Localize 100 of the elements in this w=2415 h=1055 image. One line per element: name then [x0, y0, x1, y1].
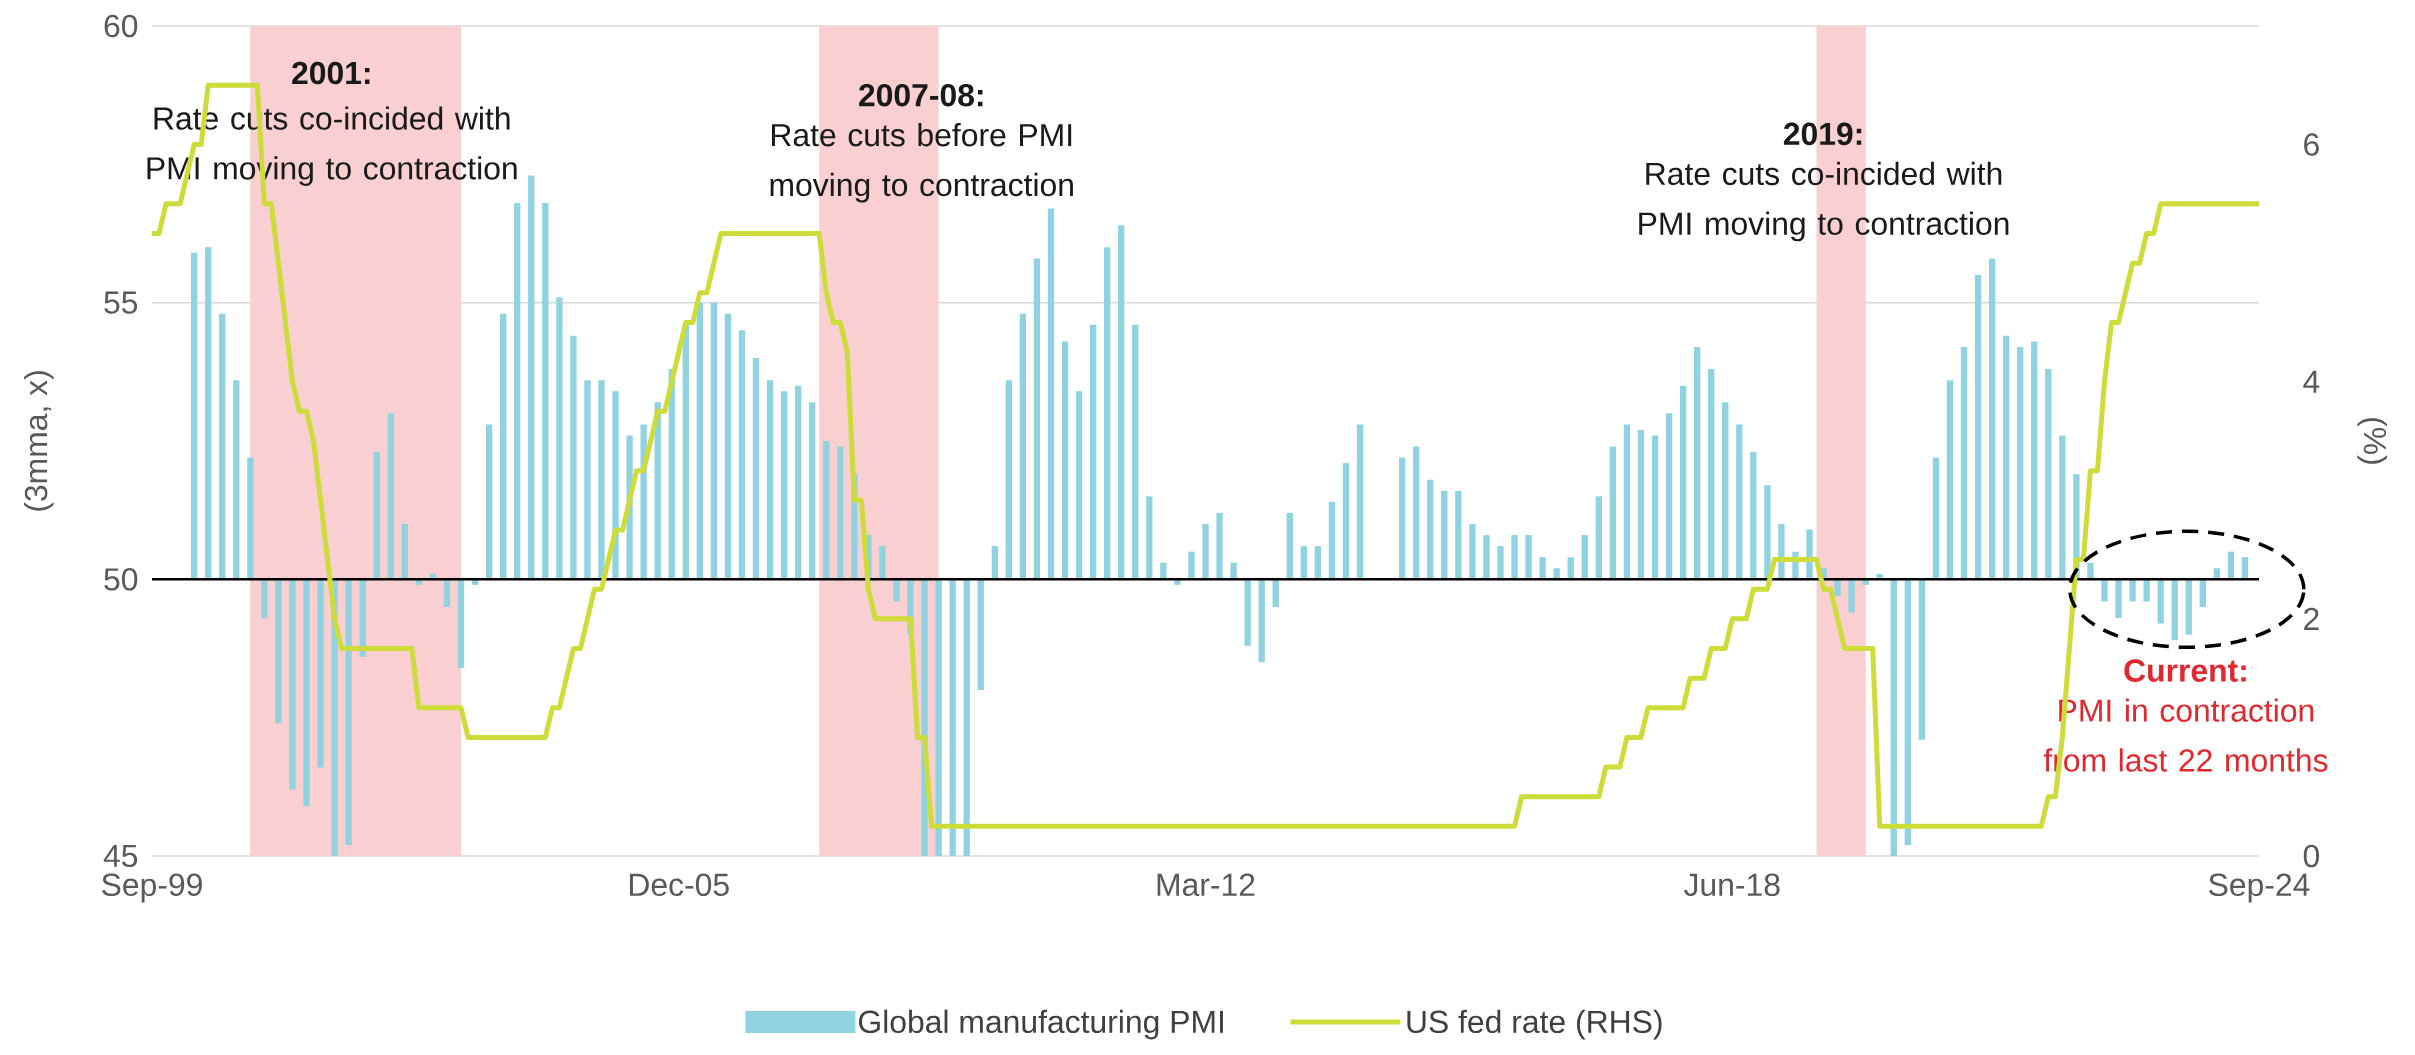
bar [1455, 490, 1462, 580]
bar [724, 313, 732, 580]
bar [1188, 551, 1195, 580]
bar [345, 579, 352, 845]
bar [1497, 546, 1504, 580]
y-tick-label: 60 [104, 14, 138, 38]
bar [710, 302, 718, 580]
bar [1398, 457, 1406, 580]
bar [949, 579, 956, 856]
bar [823, 440, 830, 580]
bar [387, 413, 394, 580]
bar [1033, 258, 1041, 580]
y2-axis-title: (%) [2357, 418, 2388, 464]
bar [696, 302, 703, 580]
bar [2115, 579, 2122, 619]
bar [598, 380, 605, 580]
bar [584, 380, 591, 580]
bar [612, 391, 619, 580]
bar [1609, 446, 1617, 580]
bar [1342, 463, 1350, 580]
bar [1946, 380, 1954, 580]
bar [2003, 335, 2010, 580]
bar [794, 385, 802, 580]
bar [1216, 512, 1223, 580]
bar [2143, 579, 2150, 602]
annotation: Rate cuts before PMI moving to contraction [770, 123, 1073, 203]
x-tick-label: Mar-12 [1157, 873, 1255, 897]
bar [1005, 380, 1013, 580]
y2-tick-label: 0 [2303, 844, 2320, 868]
bar [1848, 579, 1855, 613]
bar [1511, 535, 1518, 580]
bar [1104, 247, 1111, 580]
bar [219, 313, 226, 580]
bar [2171, 579, 2178, 641]
legend-label: Global manufacturing PMI [859, 1009, 1223, 1040]
bar [528, 175, 535, 580]
bar [1581, 535, 1588, 580]
bar [1525, 535, 1532, 580]
bar [1230, 562, 1237, 580]
bar [317, 579, 324, 768]
bar [500, 313, 507, 580]
bar [1665, 413, 1673, 580]
y2-tick-label: 2 [2304, 607, 2319, 630]
bar [1750, 452, 1757, 580]
bar [2185, 579, 2192, 635]
bar [935, 579, 942, 856]
bar [1778, 523, 1785, 580]
bar [2045, 369, 2052, 580]
bar [1960, 346, 1968, 580]
bar [2031, 341, 2038, 580]
bar [1932, 457, 1940, 580]
bar [1708, 369, 1715, 580]
bar [1118, 225, 1125, 580]
bar [1413, 446, 1420, 580]
bar [401, 523, 408, 580]
bar [1160, 562, 1167, 580]
bar [682, 324, 689, 580]
x-tick-label: Sep-99 [102, 873, 202, 903]
bar [1974, 274, 1982, 580]
bar [1061, 341, 1069, 580]
annotation: Current: [2124, 659, 2246, 682]
bar [1651, 435, 1659, 580]
bar [1483, 535, 1490, 580]
annotation: 2007-08: [859, 83, 983, 107]
bar [1441, 490, 1448, 580]
x-tick-label: Dec-05 [629, 873, 729, 897]
bar [556, 297, 563, 580]
bar [2087, 562, 2094, 580]
bar [2059, 435, 2066, 580]
bar [1595, 496, 1602, 580]
x-tick-label: Sep-24 [2209, 873, 2310, 903]
bar [1300, 546, 1307, 580]
bar [1679, 385, 1687, 580]
bar [738, 330, 746, 580]
bar [780, 391, 788, 580]
y-tick-label: 45 [103, 844, 138, 868]
bar [752, 357, 760, 580]
bar [766, 380, 774, 580]
y-axis-title: (3mma, x) [23, 371, 54, 511]
bar [1047, 208, 1055, 580]
bar [485, 424, 493, 580]
bar [373, 452, 380, 580]
y-tick-label: 55 [104, 291, 138, 314]
bar [1567, 557, 1574, 580]
bar [1089, 324, 1097, 580]
bar [205, 247, 212, 580]
bar [1202, 523, 1209, 580]
bar [1258, 579, 1265, 663]
bar [1890, 579, 1897, 856]
bar [1314, 546, 1322, 580]
bar [457, 579, 465, 668]
bar [1075, 391, 1083, 580]
bar [809, 402, 816, 580]
bar [303, 579, 310, 807]
bar [1328, 501, 1336, 580]
bar [1904, 579, 1911, 845]
bar [289, 579, 296, 790]
bar [977, 579, 984, 690]
legend-label: US fed rate (RHS) [1407, 1009, 1662, 1040]
annotation: 2001: [292, 61, 370, 85]
